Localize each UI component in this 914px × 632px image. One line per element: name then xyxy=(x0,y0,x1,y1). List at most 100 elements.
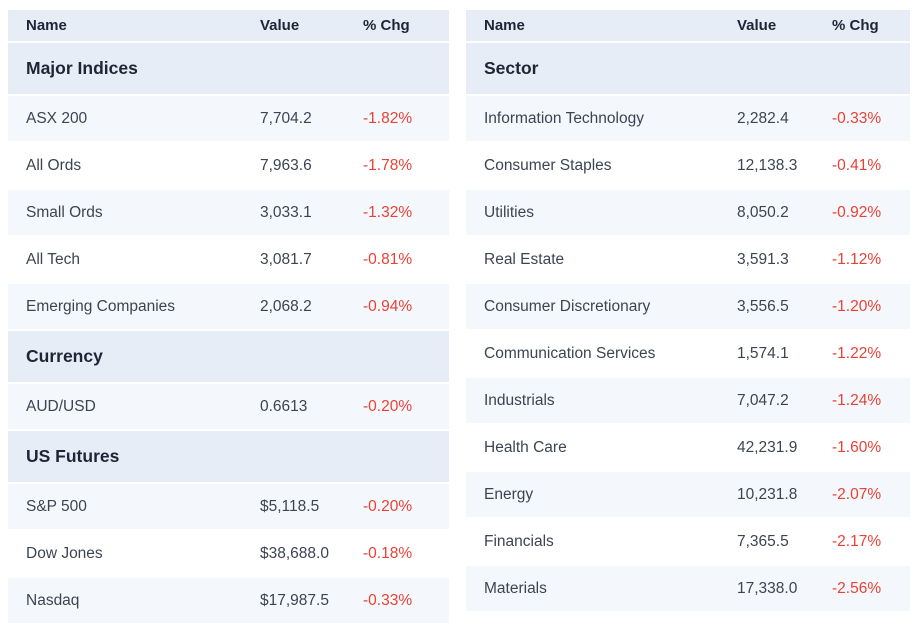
row-name: All Ords xyxy=(8,143,252,188)
row-change: -0.41% xyxy=(824,143,910,188)
row-value: 7,047.2 xyxy=(729,378,824,423)
section-header-row: Major Indices xyxy=(8,43,449,94)
row-value: 42,231.9 xyxy=(729,425,824,470)
section-header-row: Sector xyxy=(466,43,910,94)
table-row: Consumer Discretionary 3,556.5 -1.20% xyxy=(466,284,910,329)
row-change: -0.94% xyxy=(355,284,449,329)
row-change: -1.12% xyxy=(824,237,910,282)
table-row: Dow Jones $38,688.0 -0.18% xyxy=(8,531,449,576)
row-name: Utilities xyxy=(466,190,729,235)
row-name: All Tech xyxy=(8,237,252,282)
row-name: Industrials xyxy=(466,378,729,423)
row-name: Energy xyxy=(466,472,729,517)
row-change: -1.32% xyxy=(355,190,449,235)
section-title: Sector xyxy=(466,43,910,94)
row-name: AUD/USD xyxy=(8,384,252,429)
section-title: US Futures xyxy=(8,431,449,482)
row-change: -0.92% xyxy=(824,190,910,235)
row-change: -0.33% xyxy=(824,96,910,141)
column-header-value: Value xyxy=(729,10,824,41)
row-name: S&P 500 xyxy=(8,484,252,529)
table-row: Nasdaq $17,987.5 -0.33% xyxy=(8,578,449,623)
table-row: S&P 500 $5,118.5 -0.20% xyxy=(8,484,449,529)
table-row: Emerging Companies 2,068.2 -0.94% xyxy=(8,284,449,329)
row-change: -2.56% xyxy=(824,566,910,611)
row-value: 3,033.1 xyxy=(252,190,355,235)
section-title: Currency xyxy=(8,331,449,382)
row-name: Financials xyxy=(466,519,729,564)
row-change: -0.18% xyxy=(355,531,449,576)
section-title: Major Indices xyxy=(8,43,449,94)
table-row: Utilities 8,050.2 -0.92% xyxy=(466,190,910,235)
column-header-name: Name xyxy=(466,10,729,41)
row-name: Communication Services xyxy=(466,331,729,376)
row-change: -2.17% xyxy=(824,519,910,564)
column-header-name: Name xyxy=(8,10,252,41)
market-table-sectors: Name Value% Chg Sector Information Technolo… xyxy=(466,8,910,613)
table-row: Consumer Staples 12,138.3 -0.41% xyxy=(466,143,910,188)
market-table-indices-body: Name Value% Chg Major Indices ASX 200 7,704.… xyxy=(8,10,449,623)
table-row: All Tech 3,081.7 -0.81% xyxy=(8,237,449,282)
row-value: 3,591.3 xyxy=(729,237,824,282)
table-row: Small Ords 3,033.1 -1.32% xyxy=(8,190,449,235)
row-change: -1.78% xyxy=(355,143,449,188)
row-value: 17,338.0 xyxy=(729,566,824,611)
row-name: Information Technology xyxy=(466,96,729,141)
section-header-row: US Futures xyxy=(8,431,449,482)
row-change: -0.20% xyxy=(355,384,449,429)
row-change: -1.20% xyxy=(824,284,910,329)
column-header-row: Name Value% Chg xyxy=(466,10,910,41)
table-row: Communication Services 1,574.1 -1.22% xyxy=(466,331,910,376)
column-header-chg: % Chg xyxy=(824,10,910,41)
row-value: 0.6613 xyxy=(252,384,355,429)
row-name: ASX 200 xyxy=(8,96,252,141)
section-header-row: Currency xyxy=(8,331,449,382)
table-row: AUD/USD 0.6613 -0.20% xyxy=(8,384,449,429)
row-value: 1,574.1 xyxy=(729,331,824,376)
table-row: All Ords 7,963.6 -1.78% xyxy=(8,143,449,188)
market-table-sectors-body: Name Value% Chg Sector Information Technolo… xyxy=(466,10,910,611)
row-value: 3,556.5 xyxy=(729,284,824,329)
row-value: 2,068.2 xyxy=(252,284,355,329)
market-table-indices: Name Value% Chg Major Indices ASX 200 7,704.… xyxy=(8,8,449,625)
row-value: 7,365.5 xyxy=(729,519,824,564)
column-header-row: Name Value% Chg xyxy=(8,10,449,41)
row-value: 8,050.2 xyxy=(729,190,824,235)
row-name: Consumer Staples xyxy=(466,143,729,188)
row-value: 7,963.6 xyxy=(252,143,355,188)
row-change: -2.07% xyxy=(824,472,910,517)
row-value: 2,282.4 xyxy=(729,96,824,141)
row-change: -0.33% xyxy=(355,578,449,623)
table-row: Energy 10,231.8 -2.07% xyxy=(466,472,910,517)
row-value: $5,118.5 xyxy=(252,484,355,529)
row-name: Health Care xyxy=(466,425,729,470)
table-row: Real Estate 3,591.3 -1.12% xyxy=(466,237,910,282)
row-value: 7,704.2 xyxy=(252,96,355,141)
row-name: Dow Jones xyxy=(8,531,252,576)
row-name: Small Ords xyxy=(8,190,252,235)
row-change: -1.82% xyxy=(355,96,449,141)
row-value: $17,987.5 xyxy=(252,578,355,623)
row-value: 10,231.8 xyxy=(729,472,824,517)
column-header-chg: % Chg xyxy=(355,10,449,41)
column-header-value: Value xyxy=(252,10,355,41)
table-row: Materials 17,338.0 -2.56% xyxy=(466,566,910,611)
table-row: ASX 200 7,704.2 -1.82% xyxy=(8,96,449,141)
row-value: $38,688.0 xyxy=(252,531,355,576)
row-value: 12,138.3 xyxy=(729,143,824,188)
row-name: Nasdaq xyxy=(8,578,252,623)
row-name: Materials xyxy=(466,566,729,611)
row-change: -0.20% xyxy=(355,484,449,529)
row-value: 3,081.7 xyxy=(252,237,355,282)
row-change: -0.81% xyxy=(355,237,449,282)
table-row: Information Technology 2,282.4 -0.33% xyxy=(466,96,910,141)
row-change: -1.22% xyxy=(824,331,910,376)
table-row: Health Care 42,231.9 -1.60% xyxy=(466,425,910,470)
row-change: -1.24% xyxy=(824,378,910,423)
table-row: Financials 7,365.5 -2.17% xyxy=(466,519,910,564)
row-name: Real Estate xyxy=(466,237,729,282)
row-name: Emerging Companies xyxy=(8,284,252,329)
table-row: Industrials 7,047.2 -1.24% xyxy=(466,378,910,423)
row-change: -1.60% xyxy=(824,425,910,470)
